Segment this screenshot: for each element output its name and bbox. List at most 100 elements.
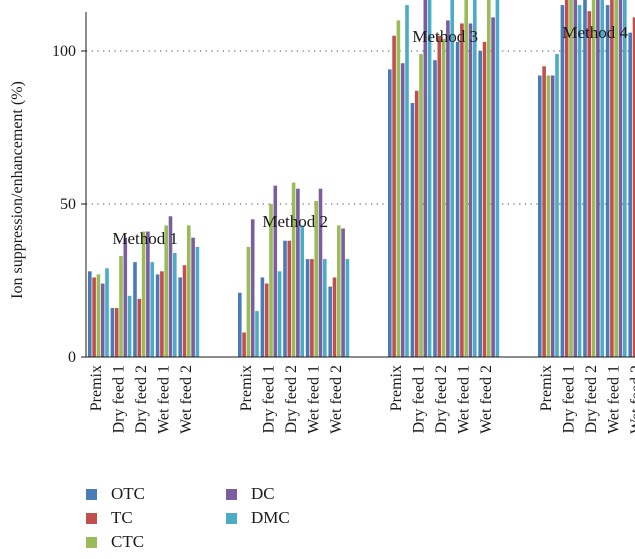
bar: [88, 271, 92, 357]
bar: [155, 274, 160, 357]
bar: [178, 277, 182, 357]
bar: [291, 182, 296, 357]
bar: [423, 0, 428, 358]
x-tick-label: Wet feed 1: [306, 365, 323, 434]
x-tick-label: Wet feed 2: [478, 365, 495, 434]
axes: [85, 12, 635, 358]
x-tick-label: Premix: [538, 365, 555, 411]
bar: [260, 277, 265, 357]
bar: [396, 20, 401, 358]
bar: [491, 17, 495, 358]
bar: [341, 228, 345, 357]
x-tick-label: Dry feed 1: [260, 365, 277, 433]
x-tick-label: Dry feed 1: [410, 365, 427, 433]
bar: [573, 0, 578, 357]
legend-label: TC: [111, 508, 133, 527]
legend-label: DC: [251, 484, 275, 503]
bar: [482, 41, 487, 357]
bar: [119, 256, 123, 357]
bar: [150, 262, 154, 357]
bar: [168, 216, 173, 357]
bar: [587, 11, 592, 357]
bar: [618, 0, 623, 357]
bar: [446, 20, 450, 358]
bar: [164, 225, 168, 357]
bar: [468, 23, 473, 358]
bar: [478, 51, 482, 357]
bar: [305, 259, 310, 357]
grid-lines: [86, 50, 635, 205]
bar: [400, 63, 405, 358]
bar: [127, 295, 132, 357]
bar: [160, 271, 164, 357]
bar: [473, 0, 477, 358]
bar: [610, 0, 614, 358]
bar: [182, 265, 187, 357]
bar: [187, 225, 191, 357]
x-tick-label: Wet feed 1: [456, 365, 473, 434]
method-label: Method 3: [412, 27, 478, 46]
y-tick-label: 0: [68, 349, 76, 366]
bar: [277, 271, 282, 357]
bar: [92, 277, 96, 357]
legend-swatch: [226, 512, 237, 524]
bar: [133, 262, 137, 357]
bar: [318, 188, 323, 357]
y-axis-title: Ion suppression/enhancement (%): [9, 81, 26, 299]
bar: [173, 252, 177, 357]
bar: [141, 231, 146, 357]
x-tick-label: Premix: [238, 365, 255, 411]
y-tick-label: 50: [60, 196, 76, 213]
bar: [246, 246, 251, 357]
bar: [195, 246, 200, 357]
bar: [419, 54, 423, 358]
bar: [332, 277, 337, 357]
x-tick-label: Premix: [88, 365, 105, 411]
bar: [96, 274, 101, 357]
legend-item: TC: [86, 507, 133, 529]
bar: [433, 60, 437, 358]
bar: [555, 54, 559, 358]
bar: [255, 311, 259, 357]
bar: [269, 204, 273, 357]
legend-label: CTC: [111, 532, 145, 551]
bar: [146, 231, 150, 357]
bar: [455, 41, 460, 357]
bar: [569, 0, 573, 358]
bar: [392, 35, 396, 357]
bar: [405, 5, 409, 357]
bar: [564, 0, 569, 357]
bar: [273, 185, 278, 357]
bar: [464, 0, 468, 357]
bar: [632, 17, 635, 358]
x-tick-labels: Premix Dry feed 1 Dry feed 2 Wet feed 1 Wet …: [88, 365, 635, 434]
bar: [600, 0, 604, 358]
bar: [441, 38, 446, 357]
bar: [300, 225, 304, 357]
x-tick-label: Dry feed 2: [583, 365, 600, 433]
bar: [628, 32, 632, 357]
x-tick-label: Wet feed 2: [328, 365, 345, 434]
bar: [110, 308, 115, 357]
bar: [591, 0, 596, 358]
x-tick-label: Dry feed 1: [560, 365, 577, 433]
bar: [538, 75, 542, 357]
bar: [577, 5, 582, 357]
x-tick-label: Dry feed 2: [283, 365, 300, 433]
legend-label: OTC: [111, 484, 145, 503]
bar: [314, 200, 318, 357]
legend-item: DC: [226, 483, 275, 505]
bar: [414, 90, 419, 357]
bar: [583, 0, 587, 358]
bar: [250, 219, 255, 357]
legend-swatch: [226, 488, 237, 500]
x-tick-label: Wet feed 1: [156, 365, 173, 434]
bar: [105, 268, 109, 357]
bar: [242, 332, 246, 357]
bar: [623, 0, 627, 357]
method-label: Method 2: [262, 212, 328, 231]
bar: [191, 237, 195, 357]
x-tick-label: Wet feed 1: [606, 365, 623, 434]
x-tick-label: Dry feed 2: [133, 365, 150, 433]
